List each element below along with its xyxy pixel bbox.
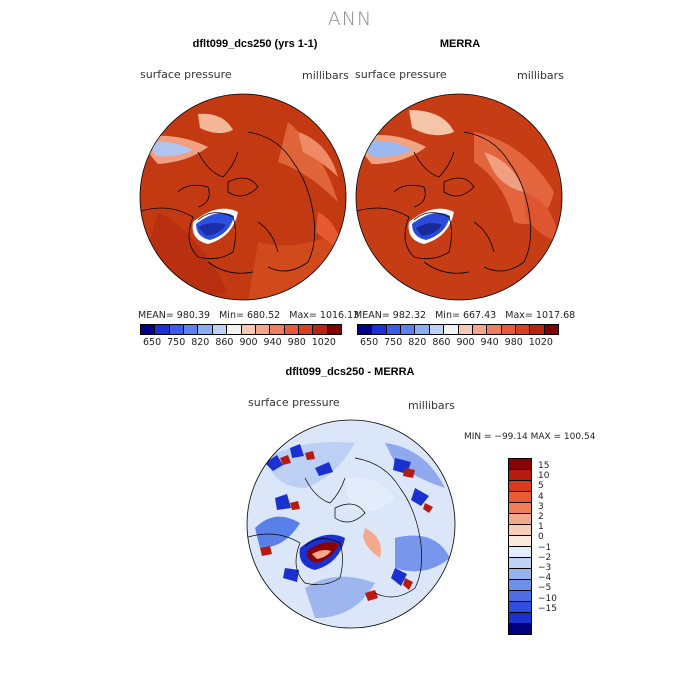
diff-colorbar-label: 15 — [538, 461, 550, 471]
diff-colorbar-swatch — [509, 525, 531, 536]
diff-colorbar-swatch — [509, 503, 531, 514]
colorbar-swatch — [298, 325, 314, 334]
colorbar-tick-label: 750 — [167, 337, 186, 348]
colorbar-swatch — [198, 325, 213, 334]
colorbar-swatch — [401, 325, 416, 334]
colorbar-swatch — [487, 325, 502, 334]
diff-colorbar-label: 2 — [538, 512, 544, 522]
colorbar-tick-label: 1020 — [311, 337, 336, 348]
colorbar-tick-label: 650 — [143, 337, 162, 348]
panel1-stats: MEAN= 980.39 Min= 680.52 Max= 1016.13 — [138, 310, 360, 321]
colorbar-swatch — [444, 325, 459, 334]
colorbar-swatch — [313, 325, 328, 334]
colorbar-tick-label: 900 — [239, 337, 258, 348]
colorbar-tick-label: 750 — [384, 337, 403, 348]
colorbar-swatch — [155, 325, 170, 334]
colorbar-swatch — [241, 325, 256, 334]
colorbar-tick-label: 650 — [360, 337, 379, 348]
colorbar-tick-label: 980 — [504, 337, 523, 348]
diff-colorbar-label: −2 — [538, 552, 552, 563]
diff-colorbar-swatch — [509, 558, 531, 569]
panel1-colorbar — [140, 324, 342, 335]
diff-colorbar-swatch — [509, 470, 531, 481]
diff-colorbar-label: −4 — [538, 573, 552, 584]
diff-colorbar-swatch — [509, 536, 531, 547]
panel2-units-label: millibars — [517, 69, 564, 82]
diff-units-label: millibars — [408, 399, 455, 412]
colorbar-swatch — [458, 325, 473, 334]
panel1-title: dflt099_dcs250 (yrs 1-1) — [192, 38, 318, 50]
diff-colorbar-swatch — [509, 514, 531, 525]
colorbar-swatch — [255, 325, 271, 334]
colorbar-tick-label: 980 — [287, 337, 306, 348]
panel2-title: MERRA — [439, 38, 481, 50]
panel1-units-label: millibars — [302, 69, 349, 82]
colorbar-swatch — [358, 325, 373, 334]
colorbar-swatch — [472, 325, 488, 334]
diff-colorbar-label: 1 — [538, 522, 544, 533]
colorbar-tick-label: 1020 — [528, 337, 553, 348]
diff-colorbar-label: −15 — [538, 603, 557, 614]
colorbar-swatch — [212, 325, 228, 334]
page-title: ANN — [327, 8, 373, 30]
diff-colorbar-swatch — [509, 602, 531, 613]
colorbar-swatch — [184, 325, 199, 334]
diff-colorbar-label: −5 — [538, 583, 552, 594]
panel2-colorbar-ticks: 650 750 820 860 900 940 980 1020 — [360, 337, 553, 348]
diff-colorbar-swatch — [509, 492, 531, 503]
difference-map — [246, 419, 456, 629]
colorbar-swatch — [515, 325, 531, 334]
panel2-colorbar — [357, 324, 559, 335]
colorbar-swatch — [415, 325, 430, 334]
colorbar-swatch — [141, 325, 156, 334]
colorbar-swatch — [227, 325, 242, 334]
diff-colorbar-swatch — [509, 569, 531, 580]
diff-colorbar-label: −10 — [538, 593, 557, 604]
diff-colorbar-label: −1 — [538, 542, 552, 553]
diff-colorbar-labels: 15 10 5 4 3 2 1 0 −1 −2 −3 −4 −5 −10 −15 — [538, 461, 568, 621]
diff-colorbar-swatch — [509, 591, 531, 602]
panel1-variable-label: surface pressure — [140, 68, 232, 81]
diff-colorbar-swatch — [509, 580, 531, 591]
diff-colorbar-label: 0 — [538, 532, 544, 543]
colorbar-swatch — [501, 325, 516, 334]
colorbar-tick-label: 900 — [456, 337, 475, 348]
colorbar-swatch — [530, 325, 545, 334]
diff-minmax: MIN = −99.14 MAX = 100.54 — [464, 432, 596, 442]
colorbar-tick-label: 820 — [408, 337, 427, 348]
diff-colorbar-swatch — [509, 624, 531, 634]
colorbar-swatch — [544, 325, 559, 334]
panel1-colorbar-ticks: 650 750 820 860 900 940 980 1020 — [143, 337, 336, 348]
diff-colorbar-swatch — [509, 481, 531, 492]
diff-panel-title: dflt099_dcs250 - MERRA — [285, 366, 415, 378]
colorbar-swatch — [386, 325, 402, 334]
diff-colorbar-label: −3 — [538, 563, 552, 573]
colorbar-tick-label: 860 — [215, 337, 234, 348]
colorbar-swatch — [270, 325, 285, 334]
panel1-map — [139, 93, 347, 301]
panel2-stats: MEAN= 982.32 Min= 667.43 Max= 1017.68 — [354, 310, 576, 321]
colorbar-swatch — [327, 325, 342, 334]
diff-colorbar — [508, 458, 532, 635]
diff-colorbar-label: 3 — [538, 501, 544, 512]
diff-variable-label: surface pressure — [248, 396, 340, 409]
diff-colorbar-swatch — [509, 547, 531, 558]
diff-colorbar-swatch — [509, 613, 531, 624]
panel2-variable-label: surface pressure — [355, 68, 447, 81]
colorbar-tick-label: 940 — [263, 337, 282, 348]
diff-colorbar-label: 4 — [538, 491, 544, 502]
panel2-map — [355, 93, 563, 301]
diff-colorbar-swatch — [509, 459, 531, 470]
colorbar-tick-label: 820 — [191, 337, 210, 348]
colorbar-swatch — [169, 325, 185, 334]
diff-colorbar-label: 10 — [538, 471, 550, 482]
colorbar-swatch — [372, 325, 387, 334]
colorbar-tick-label: 940 — [480, 337, 499, 348]
diff-colorbar-label: 5 — [538, 481, 544, 492]
colorbar-tick-label: 860 — [432, 337, 451, 348]
colorbar-swatch — [284, 325, 299, 334]
colorbar-swatch — [429, 325, 445, 334]
